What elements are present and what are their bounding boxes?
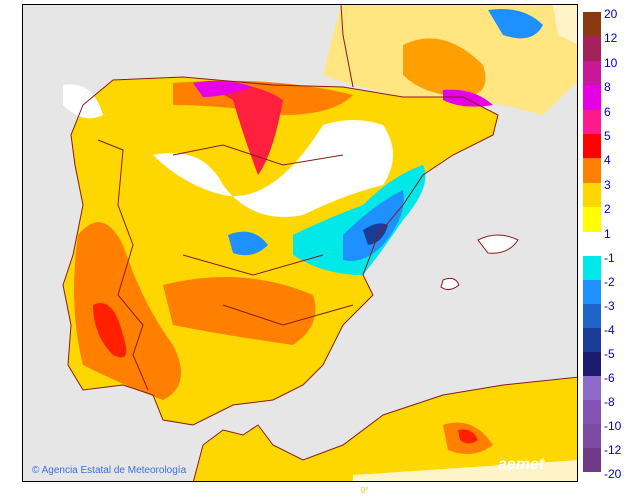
neutral-northwest (63, 84, 103, 119)
neutral-center (153, 120, 393, 217)
anomaly-map (22, 4, 578, 482)
legend-label: -6 (604, 371, 615, 385)
france-anomaly (403, 38, 486, 97)
legend-swatch (583, 400, 601, 424)
legend-swatch (583, 352, 601, 376)
magenta-northeast (443, 89, 493, 107)
legend-label: 8 (604, 80, 611, 95)
legend-swatch (583, 304, 601, 328)
africa-south-edge (353, 460, 577, 481)
magenta-north (193, 80, 253, 97)
hot-west (93, 303, 127, 358)
legend-label: 1 (604, 226, 611, 241)
legend-label: 12 (604, 31, 618, 46)
legend-label: 6 (604, 104, 611, 119)
legend-label: 5 (604, 129, 611, 143)
legend-label: 10 (604, 55, 618, 70)
legend-label: 2 (604, 202, 611, 217)
legend-swatch (583, 134, 601, 159)
africa (193, 377, 577, 481)
legend-label: -10 (604, 419, 622, 433)
balearics-minor (440, 277, 460, 291)
coldest-east (363, 223, 388, 245)
legend-label: 3 (604, 177, 611, 192)
corner-land (553, 5, 577, 45)
legend-swatch (583, 60, 601, 86)
legend-label: -3 (604, 299, 615, 313)
balearics (477, 234, 519, 254)
legend-label: -1 (604, 251, 615, 265)
legend-label: -4 (604, 323, 615, 337)
legend-label: -8 (604, 395, 615, 409)
borders (62, 5, 577, 481)
aemet-logo: aemet (498, 456, 545, 473)
legend-swatch (583, 448, 601, 472)
legend-swatch (583, 280, 601, 304)
legend-label: -5 (604, 347, 615, 361)
legend-swatch (583, 12, 601, 37)
legend-label: 20 (604, 7, 618, 21)
legend-swatch (583, 256, 601, 280)
legend-label: -20 (604, 467, 622, 481)
cold-spot-north (488, 9, 543, 39)
africa-hot (458, 429, 478, 444)
legend-swatch (583, 424, 601, 448)
legend-swatch (583, 328, 601, 352)
longitude-label: 0° (361, 486, 369, 495)
hot-north (203, 82, 283, 175)
warm-west (74, 222, 181, 400)
legend-swatch (583, 376, 601, 400)
legend-swatch (583, 109, 601, 134)
legend-swatch (583, 207, 601, 232)
agency-credit: © Agencia Estatal de Meteorología (32, 465, 187, 476)
legend-swatch (583, 158, 601, 183)
warm-south (163, 277, 316, 345)
legend-label: -12 (604, 443, 622, 457)
legend-label: 4 (604, 153, 611, 168)
color-legend: 20 12 10 8 6 5 4 3 2 1 -1 -2 -3 -4 -5 -6 -8 -10 -12 -20 (583, 8, 630, 482)
map-svg (62, 5, 577, 481)
legend-swatch (583, 182, 601, 208)
legend-swatch (583, 85, 601, 110)
cool-center (228, 231, 268, 256)
legend-swatch (583, 36, 601, 61)
legend-label: -2 (604, 275, 615, 289)
